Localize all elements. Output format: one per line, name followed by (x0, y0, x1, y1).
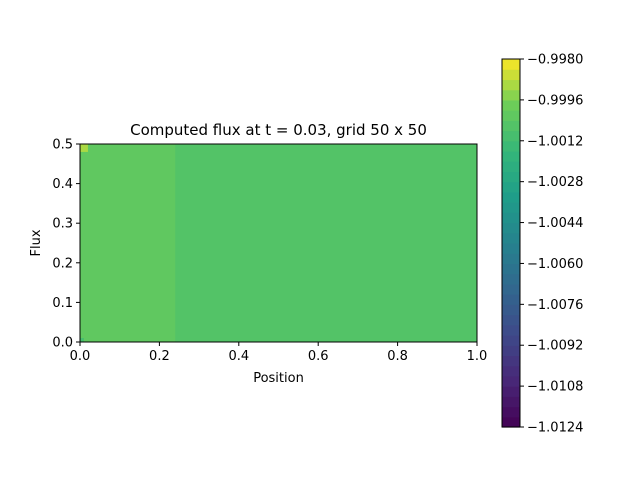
colorbar-tick-label: −1.0108 (527, 380, 583, 395)
y-tick-label: 0.4 (52, 177, 73, 192)
colorbar-band (502, 283, 520, 295)
colorbar-band (502, 406, 520, 418)
colorbar-band (502, 110, 520, 121)
colorbar-band (502, 335, 520, 346)
colorbar-tick-label: −1.0028 (527, 175, 583, 190)
colorbar-band (502, 314, 520, 326)
colorbar-band (502, 151, 520, 162)
x-tick-label: 0.2 (149, 349, 170, 364)
colorbar-band (502, 212, 520, 224)
colorbar-band (502, 202, 520, 213)
x-tick-label: 1.0 (467, 349, 488, 364)
colorbar-band (502, 79, 520, 91)
colorbar-band (502, 273, 520, 285)
heatmap-region-4 (80, 338, 84, 342)
colorbar-band (502, 294, 520, 305)
colorbar-tick-label: −1.0092 (527, 339, 583, 354)
colorbar-band (502, 130, 520, 142)
colorbar-band (502, 222, 520, 234)
colorbar-band (502, 416, 520, 428)
colorbar-band (502, 191, 520, 203)
colorbar-band (502, 120, 520, 132)
colorbar-tick-label: −0.9980 (527, 53, 583, 68)
colorbar-band (502, 375, 520, 387)
colorbar-band (502, 140, 520, 152)
heatmap-region-2 (80, 144, 176, 342)
y-axis-label: Flux (29, 229, 44, 256)
chart-title: Computed flux at t = 0.03, grid 50 x 50 (130, 121, 427, 139)
colorbar-tick-label: −1.0124 (527, 421, 583, 436)
x-tick-label: 0.8 (387, 349, 408, 364)
colorbar-band (502, 355, 520, 367)
colorbar-band (502, 171, 520, 183)
colorbar-band (502, 386, 520, 397)
colorbar-band (502, 263, 520, 275)
colorbar-band (502, 396, 520, 408)
y-tick-label: 0.1 (52, 296, 73, 311)
colorbar-ticks: −1.0124 −1.0108 −1.0092 −1.0076 −1.0060 −1.00… (520, 53, 583, 436)
x-axis-label: Position (253, 371, 304, 386)
colorbar-tick-label: −1.0060 (527, 257, 583, 272)
y-tick-label: 0.3 (52, 217, 73, 232)
heatmap-region-3 (80, 144, 88, 152)
x-axis-ticks: 0.0 0.2 0.4 0.6 0.8 1.0 (70, 342, 488, 364)
heatmap-plot-area (80, 144, 477, 342)
y-axis-ticks: 0.0 0.1 0.2 0.3 0.4 0.5 (52, 138, 80, 351)
colorbar-band (502, 365, 520, 377)
colorbar-band (502, 161, 520, 173)
x-tick-label: 0.6 (308, 349, 329, 364)
colorbar-band (502, 243, 520, 254)
colorbar-band (502, 345, 520, 357)
x-tick-label: 0.4 (228, 349, 249, 364)
colorbar-band (502, 99, 520, 111)
colorbar-tick-label: −1.0012 (527, 134, 583, 149)
plot-frame (79, 143, 478, 343)
x-tick-label: 0.0 (70, 349, 91, 364)
colorbar-frame (501, 58, 521, 428)
y-tick-label: 0.0 (52, 336, 73, 351)
colorbar-tick-label: −1.0076 (527, 298, 583, 313)
colorbar-band (502, 324, 520, 336)
colorbar-tick-label: −1.0044 (527, 216, 583, 231)
colorbar-band (502, 232, 520, 244)
colorbar-tick-label: −0.9996 (527, 93, 583, 108)
colorbar-band (502, 181, 520, 193)
colorbar-band (502, 89, 520, 101)
y-tick-label: 0.2 (52, 256, 73, 271)
colorbar-band (502, 253, 520, 265)
colorbar-band (502, 304, 520, 316)
colorbar-band (502, 69, 520, 81)
colorbar (502, 59, 520, 428)
colorbar-band (502, 59, 520, 70)
y-tick-label: 0.5 (52, 138, 73, 153)
